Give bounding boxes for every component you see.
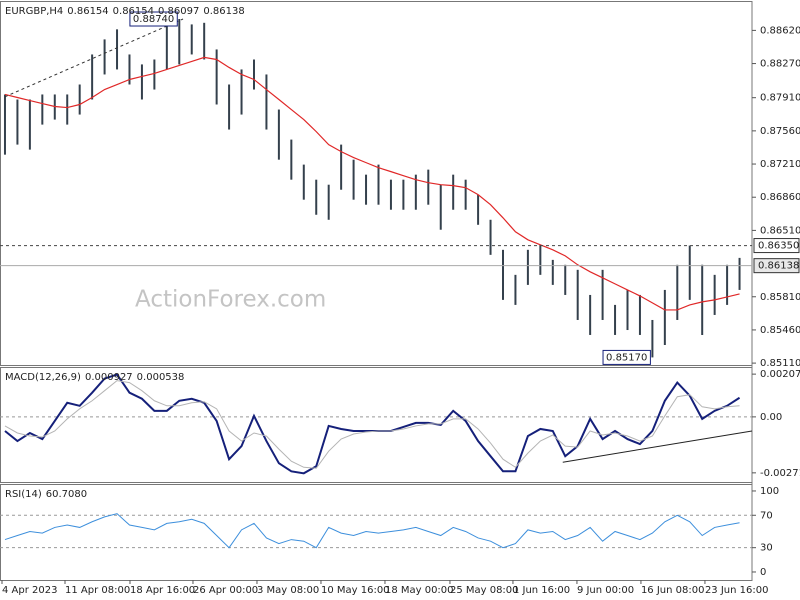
header-value: 60.7080 bbox=[46, 489, 87, 500]
x-tick-label: 1 Jun 16:00 bbox=[513, 585, 570, 596]
y-tick-label: 0.86510 bbox=[760, 225, 800, 236]
pane-frame bbox=[0, 1, 753, 366]
y-tick-label: 0.88270 bbox=[760, 59, 800, 70]
x-tick-label: 16 Jun 08:00 bbox=[641, 585, 705, 596]
pane-title: EURGBP,H4 bbox=[5, 6, 63, 17]
annotation-box bbox=[602, 349, 651, 365]
y-tick-label: 0.87560 bbox=[760, 126, 800, 137]
pane-header: EURGBP,H4 0.86154 0.86154 0.86097 0.86138 bbox=[5, 6, 245, 17]
watermark: ActionForex.com bbox=[135, 287, 326, 313]
y-tick-label: 0.87910 bbox=[760, 93, 800, 104]
indicator-line bbox=[4, 373, 741, 475]
y-tick-label: 100 bbox=[760, 486, 779, 497]
pane-header: MACD(12,26,9) 0.000927 0.000538 bbox=[5, 372, 184, 383]
y-tick-label: 30 bbox=[760, 543, 773, 554]
price-label: 0.86350 bbox=[758, 241, 799, 252]
x-tick-label: 4 Apr 2023 bbox=[2, 585, 57, 596]
annotation-box bbox=[129, 11, 178, 27]
pane-frame bbox=[0, 367, 753, 483]
y-tick-label: 0.87210 bbox=[760, 159, 800, 170]
x-tick-label: 18 May 00:00 bbox=[385, 585, 454, 596]
x-tick-label: 9 Jun 00:00 bbox=[577, 585, 634, 596]
header-value: 0.86138 bbox=[203, 6, 244, 17]
header-value: 0.000927 bbox=[85, 372, 133, 383]
x-tick-label: 10 May 16:00 bbox=[321, 585, 390, 596]
x-tick-label: 23 Jun 16:00 bbox=[705, 585, 769, 596]
x-tick-label: 26 Apr 00:00 bbox=[193, 585, 258, 596]
y-tick-label: 70 bbox=[760, 510, 773, 521]
moving-average bbox=[4, 56, 740, 311]
y-tick-label: -0.002716 bbox=[760, 468, 800, 479]
header-value: 0.86154 bbox=[113, 6, 154, 17]
pane-frame bbox=[0, 484, 753, 581]
indicator-line bbox=[4, 513, 740, 549]
y-tick-label: 0.86860 bbox=[760, 192, 800, 203]
pane-header: RSI(14) 60.7080 bbox=[5, 489, 87, 500]
price-label-box bbox=[753, 238, 800, 254]
price-label: 0.86138 bbox=[758, 261, 799, 272]
pane-title: RSI(14) bbox=[5, 489, 42, 500]
annotation-label: 0.85170 bbox=[606, 352, 647, 363]
y-tick-label: 0.85110 bbox=[760, 358, 800, 369]
y-tick-label: 0.002074 bbox=[760, 369, 800, 380]
x-tick-label: 11 Apr 08:00 bbox=[65, 585, 130, 596]
trendline bbox=[4, 18, 184, 98]
y-tick-label: 0.88620 bbox=[760, 25, 800, 36]
indicator-line bbox=[4, 380, 740, 469]
x-tick-label: 25 May 08:00 bbox=[450, 585, 519, 596]
trendline bbox=[562, 430, 753, 463]
x-tick-label: 18 Apr 16:00 bbox=[130, 585, 195, 596]
y-tick-label: 0.85460 bbox=[760, 325, 800, 336]
y-tick-label: 0 bbox=[760, 567, 766, 578]
header-value: 0.000538 bbox=[137, 372, 185, 383]
header-value: 0.86097 bbox=[158, 6, 199, 17]
pane-title: MACD(12,26,9) bbox=[5, 372, 81, 383]
header-value: 0.86154 bbox=[67, 6, 108, 17]
y-tick-label: 0.00 bbox=[760, 412, 782, 423]
x-tick-label: 3 May 08:00 bbox=[257, 585, 319, 596]
annotation-label: 0.88740 bbox=[133, 14, 174, 25]
price-label-box bbox=[753, 258, 800, 274]
y-tick-label: 0.85810 bbox=[760, 292, 800, 303]
